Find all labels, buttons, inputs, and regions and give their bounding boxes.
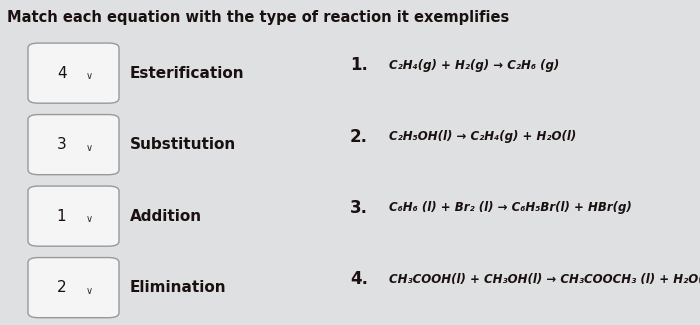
- FancyBboxPatch shape: [28, 257, 119, 318]
- FancyBboxPatch shape: [28, 115, 119, 175]
- Text: Substitution: Substitution: [130, 137, 236, 152]
- Text: 2.: 2.: [350, 127, 368, 146]
- Text: Match each equation with the type of reaction it exemplifies: Match each equation with the type of rea…: [7, 10, 510, 25]
- Text: 4.: 4.: [350, 270, 368, 289]
- Text: CH₃COOH(l) + CH₃OH(l) → CH₃COOCH₃ (l) + H₂O(l): CH₃COOH(l) + CH₃OH(l) → CH₃COOCH₃ (l) + …: [389, 273, 700, 286]
- Text: Addition: Addition: [130, 209, 202, 224]
- Text: 3.: 3.: [350, 199, 368, 217]
- Text: 3: 3: [57, 137, 66, 152]
- FancyBboxPatch shape: [28, 43, 119, 103]
- Text: Elimination: Elimination: [130, 280, 226, 295]
- Text: C₂H₅OH(l) → C₂H₄(g) + H₂O(l): C₂H₅OH(l) → C₂H₄(g) + H₂O(l): [389, 130, 575, 143]
- Text: ∨: ∨: [86, 214, 93, 224]
- Text: ∨: ∨: [86, 286, 93, 296]
- Text: C₂H₄(g) + H₂(g) → C₂H₆ (g): C₂H₄(g) + H₂(g) → C₂H₆ (g): [389, 58, 559, 72]
- Text: 1: 1: [57, 209, 66, 224]
- Text: 4: 4: [57, 66, 66, 81]
- FancyBboxPatch shape: [28, 186, 119, 246]
- Text: 1.: 1.: [350, 56, 368, 74]
- Text: Esterification: Esterification: [130, 66, 244, 81]
- Text: ∨: ∨: [86, 72, 93, 81]
- Text: ∨: ∨: [86, 143, 93, 153]
- Text: C₆H₆ (l) + Br₂ (l) → C₆H₅Br(l) + HBr(g): C₆H₆ (l) + Br₂ (l) → C₆H₅Br(l) + HBr(g): [389, 202, 631, 214]
- Text: 2: 2: [57, 280, 66, 295]
